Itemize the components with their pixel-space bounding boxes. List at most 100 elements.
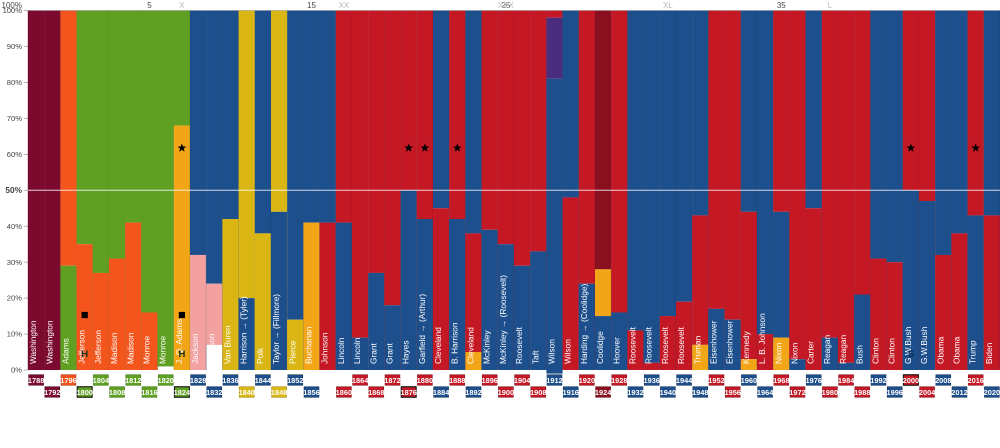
svg-text:Harding → (Coolidge): Harding → (Coolidge) [579,284,589,364]
svg-text:1944: 1944 [676,376,693,385]
svg-text:30%: 30% [7,258,22,267]
svg-text:Clinton: Clinton [871,338,881,364]
svg-text:70%: 70% [7,114,22,123]
svg-text:Reagan: Reagan [822,335,832,364]
svg-text:1892: 1892 [465,388,481,397]
svg-text:Harrison → (Tyler): Harrison → (Tyler) [239,296,249,364]
svg-text:XX: XX [339,1,350,10]
svg-text:1804: 1804 [93,376,110,385]
svg-text:1924: 1924 [595,388,612,397]
svg-text:Bush: Bush [854,345,864,364]
svg-text:1848: 1848 [271,388,287,397]
svg-text:0%: 0% [11,366,22,375]
svg-text:50%: 50% [5,185,22,195]
svg-text:Clinton: Clinton [887,338,897,364]
svg-text:Taft: Taft [530,350,540,364]
svg-text:1836: 1836 [222,376,238,385]
svg-text:1920: 1920 [579,376,595,385]
svg-text:1792: 1792 [44,388,60,397]
svg-text:2000: 2000 [903,376,919,385]
svg-text:1896: 1896 [481,376,497,385]
svg-text:Grant: Grant [385,343,395,364]
svg-text:Carter: Carter [806,341,816,364]
svg-text:Obama: Obama [935,336,945,364]
svg-text:1916: 1916 [562,388,578,397]
svg-text:1828: 1828 [190,376,206,385]
svg-text:15: 15 [307,1,316,10]
svg-text:1880: 1880 [417,376,433,385]
svg-text:L. B. Johnson: L. B. Johnson [757,313,767,364]
svg-text:Madison: Madison [125,332,135,364]
svg-text:Johnson: Johnson [320,332,330,364]
svg-text:Buchanan: Buchanan [304,326,314,364]
svg-text:Kennedy: Kennedy [741,330,751,364]
svg-text:Hoover: Hoover [611,337,621,364]
svg-text:Truman: Truman [692,335,702,364]
svg-text:1876: 1876 [400,388,416,397]
svg-text:2016: 2016 [967,376,983,385]
svg-text:H: H [178,349,185,360]
svg-text:Roosevelt: Roosevelt [628,326,638,364]
svg-text:1988: 1988 [854,388,870,397]
svg-text:20%: 20% [7,294,22,303]
svg-text:Eisenhower: Eisenhower [709,320,719,364]
svg-text:1972: 1972 [789,388,805,397]
svg-text:1908: 1908 [530,388,546,397]
svg-text:5: 5 [147,1,152,10]
svg-text:Taylor → (Fillmore): Taylor → (Fillmore) [271,294,281,364]
svg-text:S: S [908,349,914,360]
svg-text:G.W.Bush: G.W.Bush [919,326,929,364]
svg-text:Biden: Biden [984,342,994,364]
svg-text:1868: 1868 [368,388,384,397]
svg-text:Monroe: Monroe [142,335,152,364]
svg-text:Garfield → (Arthur): Garfield → (Arthur) [417,294,427,364]
svg-text:Polk: Polk [255,347,265,364]
svg-text:Monroe: Monroe [158,335,168,364]
svg-text:L: L [828,1,833,10]
svg-text:1840: 1840 [238,388,254,397]
svg-text:Lincoln: Lincoln [336,337,346,364]
svg-text:Wilson: Wilson [563,339,573,364]
svg-text:Cleveland: Cleveland [466,327,476,364]
svg-text:Roosevelt: Roosevelt [644,326,654,364]
svg-text:1992: 1992 [870,376,886,385]
svg-text:Cleveland: Cleveland [433,327,443,364]
svg-text:1856: 1856 [303,388,319,397]
svg-text:2012: 2012 [951,388,967,397]
svg-text:Trump: Trump [968,340,978,364]
svg-text:1948: 1948 [692,388,708,397]
svg-text:1956: 1956 [724,388,740,397]
svg-text:Nixon: Nixon [773,342,783,364]
svg-text:McKinley → (Roosevelt): McKinley → (Roosevelt) [498,275,508,364]
svg-text:2020: 2020 [984,388,1000,397]
svg-text:X: X [179,1,185,10]
svg-text:Roosevelt: Roosevelt [660,326,670,364]
svg-text:1864: 1864 [352,376,369,385]
svg-text:1952: 1952 [708,376,724,385]
svg-text:1932: 1932 [627,388,643,397]
svg-text:Jackson: Jackson [190,333,200,364]
svg-text:1968: 1968 [773,376,789,385]
svg-text:1940: 1940 [660,388,676,397]
svg-text:1904: 1904 [514,376,531,385]
svg-text:1900: 1900 [498,388,514,397]
svg-text:1796: 1796 [60,376,76,385]
svg-text:Nixon: Nixon [790,342,800,364]
svg-text:1844: 1844 [255,376,272,385]
svg-text:Van Buren: Van Buren [223,325,233,364]
svg-text:1976: 1976 [805,376,821,385]
svg-text:2008: 2008 [935,376,951,385]
svg-text:Wilson: Wilson [547,339,557,364]
svg-text:1816: 1816 [141,388,157,397]
svg-text:1928: 1928 [611,376,627,385]
svg-text:Jackson: Jackson [206,333,216,364]
svg-text:Jefferson: Jefferson [93,330,103,364]
svg-text:100%: 100% [2,1,22,10]
svg-text:Eisenhower: Eisenhower [725,320,735,364]
svg-text:H: H [81,349,88,360]
svg-text:1936: 1936 [643,376,659,385]
svg-text:Obama: Obama [952,336,962,364]
svg-text:Roosevelt: Roosevelt [514,326,524,364]
svg-text:1812: 1812 [125,376,141,385]
svg-text:Reagan: Reagan [838,335,848,364]
